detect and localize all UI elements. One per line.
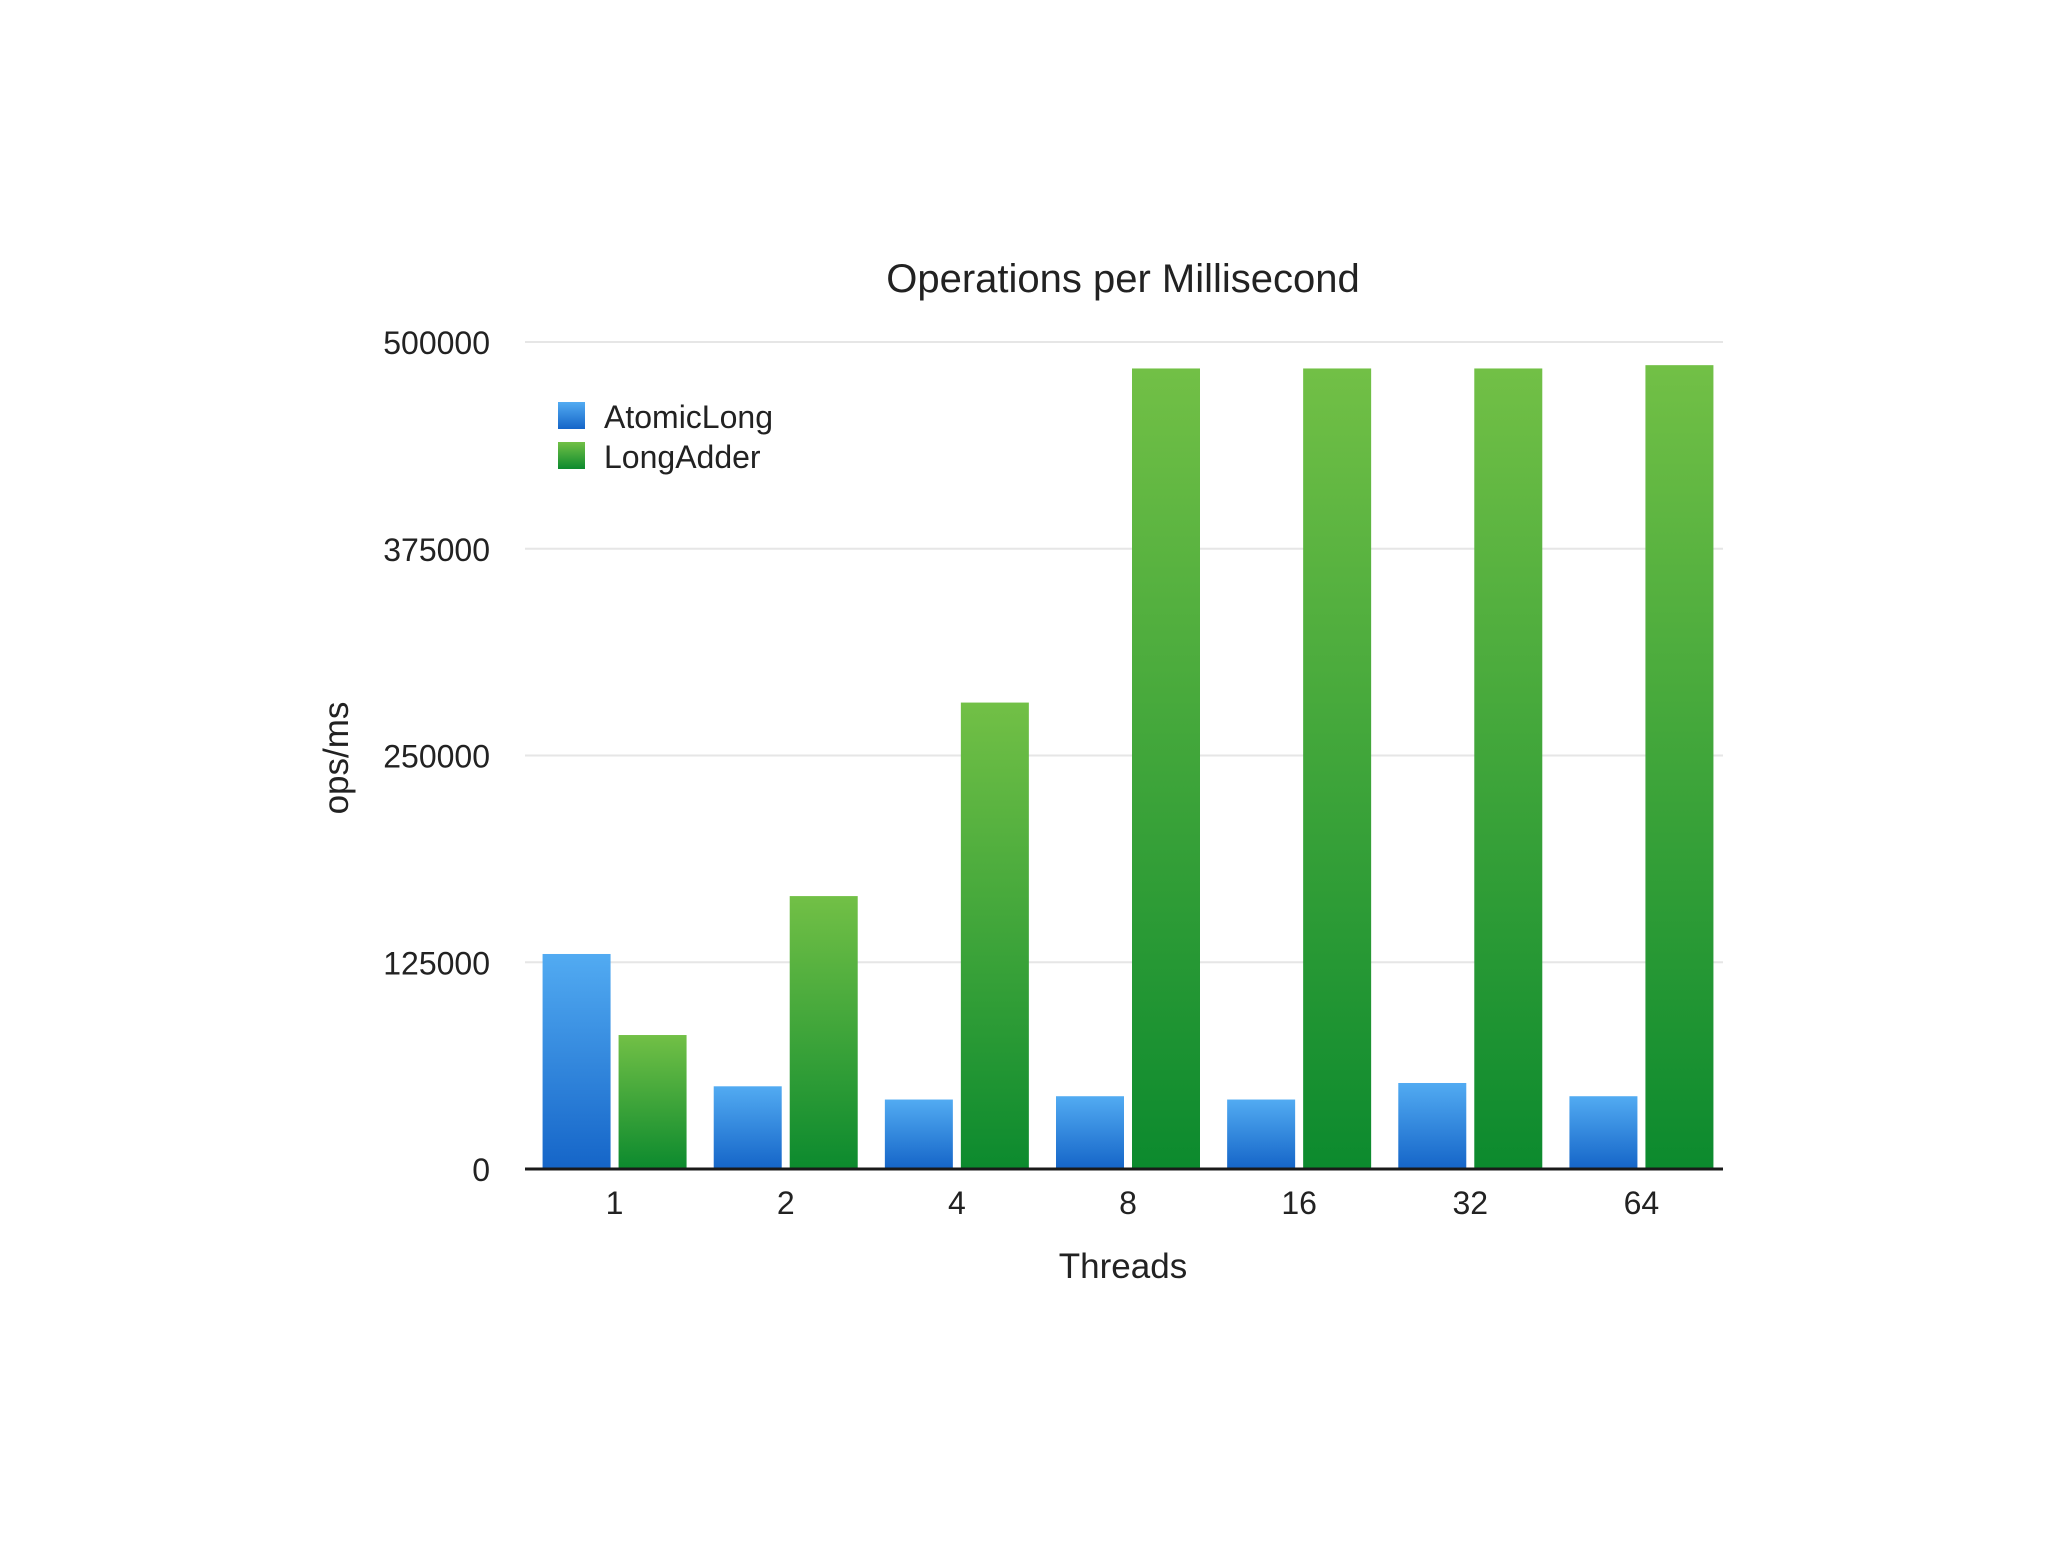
x-tick-label: 2 bbox=[777, 1185, 795, 1221]
bar-atomiclong-32 bbox=[1398, 1082, 1467, 1169]
y-tick-label: 500000 bbox=[383, 325, 490, 361]
legend-swatch-longadder bbox=[558, 442, 585, 469]
bar-longadder-8 bbox=[1132, 368, 1200, 1169]
chart-title: Operations per Millisecond bbox=[886, 257, 1360, 301]
y-tick-label: 250000 bbox=[383, 739, 490, 775]
x-tick-label: 4 bbox=[948, 1185, 966, 1221]
x-tick-label: 32 bbox=[1452, 1185, 1488, 1221]
bar-atomiclong-16 bbox=[1227, 1099, 1296, 1169]
y-tick-label: 375000 bbox=[383, 532, 490, 568]
bar-atomiclong-8 bbox=[1056, 1096, 1124, 1169]
bar-atomiclong-64 bbox=[1569, 1096, 1638, 1169]
legend-label-longadder: LongAdder bbox=[604, 439, 761, 475]
legend: AtomicLong LongAdder bbox=[558, 399, 773, 475]
bar-atomiclong-1 bbox=[542, 953, 611, 1169]
x-axis-label: Threads bbox=[1059, 1247, 1187, 1286]
y-tick-label: 125000 bbox=[383, 945, 490, 981]
gridlines bbox=[525, 341, 1723, 964]
x-tick-label: 1 bbox=[606, 1185, 624, 1221]
bar-longadder-64 bbox=[1645, 365, 1714, 1169]
x-tick-label: 8 bbox=[1119, 1185, 1137, 1221]
y-tick-label: 0 bbox=[472, 1152, 490, 1188]
bar-atomiclong-2 bbox=[713, 1086, 782, 1169]
bar-longadder-1 bbox=[618, 1035, 687, 1169]
legend-swatch-atomiclong bbox=[558, 402, 585, 429]
bar-longadder-4 bbox=[960, 702, 1029, 1169]
x-tick-label: 16 bbox=[1281, 1185, 1317, 1221]
y-axis-label: ops/ms bbox=[317, 702, 356, 815]
bar-atomiclong-4 bbox=[884, 1099, 953, 1169]
bar-longadder-32 bbox=[1474, 368, 1543, 1169]
bars bbox=[542, 365, 1714, 1169]
bar-longadder-2 bbox=[789, 896, 858, 1169]
x-tick-label: 64 bbox=[1624, 1185, 1660, 1221]
bar-longadder-16 bbox=[1303, 368, 1372, 1169]
legend-label-atomiclong: AtomicLong bbox=[604, 399, 773, 435]
x-axis-ticks: 1 2 4 8 16 32 64 bbox=[606, 1185, 1660, 1221]
y-axis-ticks: 0 125000 250000 375000 500000 bbox=[383, 325, 490, 1188]
